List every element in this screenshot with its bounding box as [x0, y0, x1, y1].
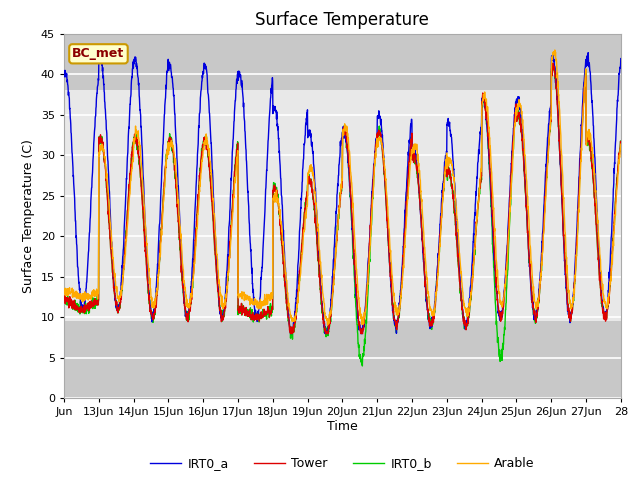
Arable: [617, 141, 625, 147]
Legend: IRT0_a, Tower, IRT0_b, Arable: IRT0_a, Tower, IRT0_b, Arable: [145, 452, 540, 475]
IRT0_b: [548, 60, 556, 66]
Tower: [549, 60, 557, 66]
Tower: [60, 294, 68, 300]
Arable: [609, 239, 617, 244]
IRT0_a: [60, 74, 68, 80]
Arable: [60, 290, 68, 296]
X-axis label: Time: Time: [327, 420, 358, 433]
IRT0_b: [376, 128, 384, 134]
IRT0_a: [116, 300, 124, 306]
Arable: [542, 197, 550, 203]
IRT0_a: [584, 50, 592, 56]
Line: Tower: Tower: [64, 63, 621, 334]
Arable: [510, 132, 518, 138]
IRT0_a: [542, 169, 550, 175]
Title: Surface Temperature: Surface Temperature: [255, 11, 429, 29]
Bar: [64, 34, 621, 90]
Arable: [376, 137, 384, 143]
Tower: [510, 124, 518, 130]
IRT0_b: [542, 182, 550, 188]
Arable: [551, 47, 559, 53]
IRT0_b: [510, 126, 518, 132]
IRT0_a: [287, 331, 294, 336]
Tower: [617, 141, 625, 146]
Arable: [236, 293, 244, 299]
Tower: [116, 306, 124, 312]
IRT0_a: [609, 187, 617, 192]
Tower: [287, 331, 294, 336]
Tower: [376, 131, 384, 137]
IRT0_b: [236, 307, 244, 312]
IRT0_a: [376, 113, 384, 119]
Tower: [609, 233, 617, 239]
Y-axis label: Surface Temperature (C): Surface Temperature (C): [22, 139, 35, 293]
IRT0_b: [617, 138, 625, 144]
IRT0_b: [609, 238, 617, 243]
Line: IRT0_a: IRT0_a: [64, 53, 621, 334]
IRT0_b: [358, 363, 366, 369]
IRT0_b: [116, 299, 124, 305]
Bar: [64, 322, 621, 398]
Line: IRT0_b: IRT0_b: [64, 63, 621, 366]
Tower: [236, 303, 244, 309]
IRT0_a: [617, 56, 625, 61]
Text: BC_met: BC_met: [72, 48, 125, 60]
IRT0_a: [510, 117, 518, 123]
Line: Arable: Arable: [64, 50, 621, 325]
IRT0_a: [236, 71, 244, 77]
Arable: [324, 322, 332, 328]
Tower: [542, 185, 550, 191]
Arable: [116, 294, 124, 300]
IRT0_b: [60, 295, 68, 300]
